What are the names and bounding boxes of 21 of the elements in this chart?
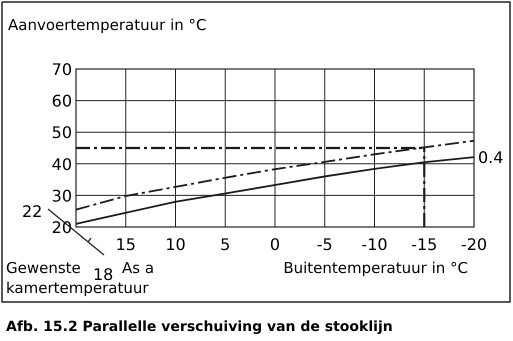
x-axis-title: Buitentemperatuur in °C <box>283 259 468 277</box>
series-label: 0.4 <box>478 148 504 168</box>
y-axis-title: Aanvoertemperatuur in °C <box>8 16 206 34</box>
x-tick-label: -15 <box>411 235 438 254</box>
x-tick-label: 10 <box>165 235 186 254</box>
x-tick-label: 0 <box>270 235 280 254</box>
y-tick-label: 30 <box>52 186 72 206</box>
text: Afb. 15.2 Parallelle verschuiving van de stooklijn <box>6 319 393 335</box>
x-tick-label: -10 <box>361 235 388 254</box>
x-tick-label: -20 <box>460 235 488 254</box>
text: 22 <box>22 202 42 221</box>
text: Gewenste <box>6 259 81 277</box>
y-tick-label: 50 <box>52 123 72 142</box>
x-tick-label: -5 <box>316 235 333 254</box>
y-tick-label: 60 <box>52 92 72 111</box>
y-tick-label: 40 <box>52 154 72 174</box>
x-tick-label: 15 <box>116 235 136 254</box>
text: As a <box>122 259 154 277</box>
y-tick-label: 70 <box>52 60 72 79</box>
y-tick-label: 20 <box>52 218 72 237</box>
x-tick-label: 5 <box>220 235 230 254</box>
